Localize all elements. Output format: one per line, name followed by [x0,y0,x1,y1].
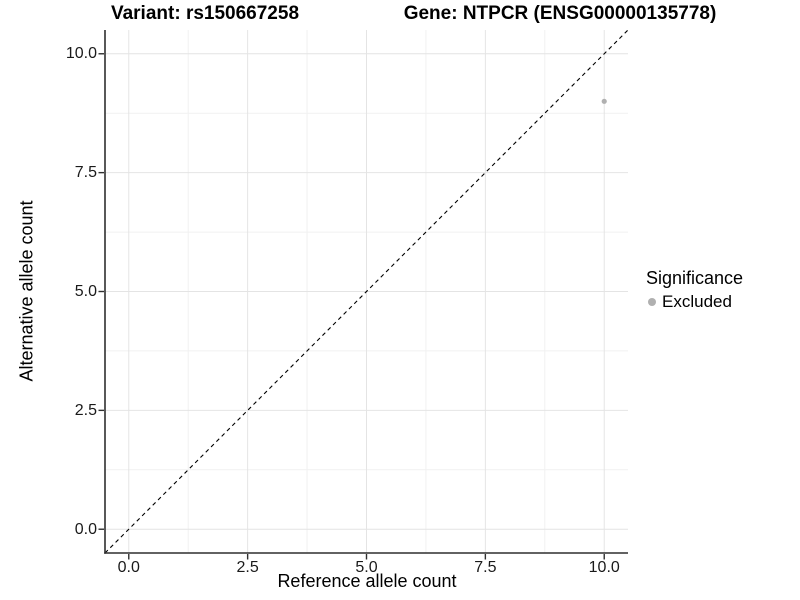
identity-line [104,29,629,554]
y-axis-title: Alternative allele count [16,200,37,382]
legend-item-label: Excluded [662,292,732,311]
x-tick-label: 10.0 [588,559,620,576]
variant-title: Variant: rs150667258 [110,3,300,24]
x-axis-title: Reference allele count [277,571,457,591]
y-tick-label: 7.5 [74,164,97,182]
x-tick-label: 5.0 [355,559,378,576]
y-tick-label: 0.0 [74,520,97,538]
gene-title: Gene: NTPCR (ENSG00000135778) [403,3,717,24]
legend-title: Significance [646,268,744,288]
x-tick-label: 0.0 [117,559,140,576]
x-tick-label: 2.5 [236,559,259,576]
data-point-excluded [601,98,607,104]
y-tick-label: 10.0 [65,45,97,63]
excluded-marker-icon [648,298,656,306]
legend-item-excluded: Excluded [646,292,743,312]
y-tick-label: 5.0 [74,283,97,300]
y-tick-label: 2.5 [74,401,97,419]
legend: Significance Excluded [646,268,743,312]
x-tick-label: 7.5 [474,559,497,576]
